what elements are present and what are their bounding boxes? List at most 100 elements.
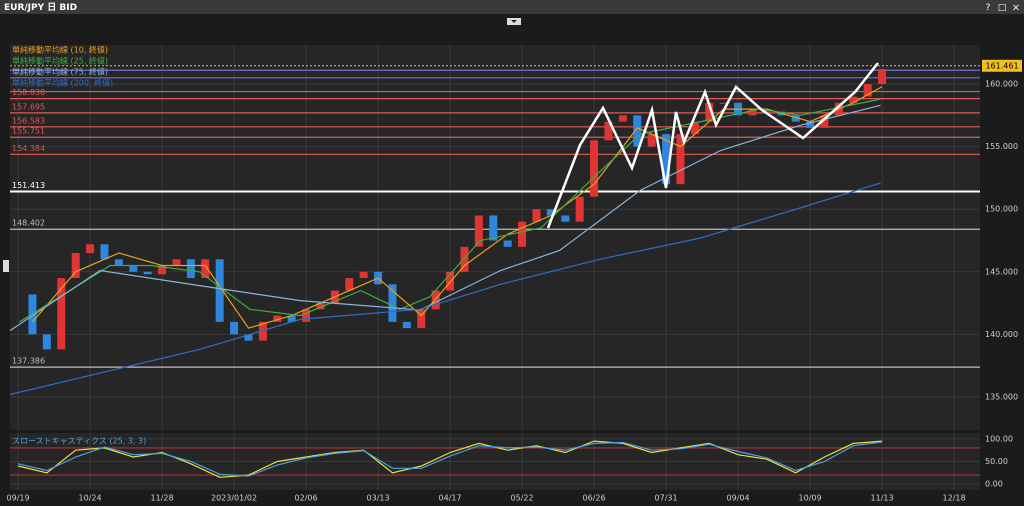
candle [431, 290, 440, 310]
x-tick-label: 12/18 [943, 494, 966, 503]
candle [806, 121, 815, 128]
candle [172, 259, 181, 266]
candle [86, 244, 95, 254]
indicator-line [17, 440, 883, 478]
candle [546, 209, 555, 216]
x-tick-label: 04/17 [439, 494, 462, 503]
candle [201, 259, 210, 279]
drawn-pattern-line [546, 62, 879, 229]
candle [590, 140, 599, 197]
current-price-label: 161.461 [985, 61, 1018, 70]
x-tick-label: 11/13 [871, 494, 894, 503]
candle [863, 84, 872, 97]
y-tick-label: 0.00 [985, 480, 1003, 489]
y-tick-label: 150.000 [985, 205, 1018, 214]
candle [114, 259, 123, 266]
candle [273, 315, 282, 322]
level-label: 157.695 [12, 102, 45, 111]
candle [532, 209, 541, 222]
candle [230, 321, 239, 335]
y-tick-label: 145.000 [985, 267, 1018, 276]
candle [878, 69, 887, 85]
candle [42, 334, 51, 350]
x-tick-label: 06/26 [583, 494, 606, 503]
candle [474, 215, 483, 247]
x-tick-label: 05/22 [511, 494, 534, 503]
candle [446, 271, 455, 291]
x-tick-label: 10/09 [799, 494, 822, 503]
level-label: 154.384 [12, 144, 45, 153]
window-title: EUR/JPY 日 BID [4, 2, 77, 13]
candle [71, 253, 80, 279]
candle [244, 334, 253, 341]
y-tick-label: 100.00 [985, 434, 1013, 443]
candle [158, 265, 167, 275]
side-handle[interactable] [3, 260, 9, 272]
indicator-line [32, 86, 883, 329]
candle [489, 215, 498, 241]
y-tick-label: 135.000 [985, 392, 1018, 401]
level-label: 137.386 [12, 357, 45, 366]
y-tick-label: 155.000 [985, 142, 1018, 151]
candle [820, 115, 829, 128]
label-layer: 09/19 10/24 11/28 2023/01/02 02/06 03/13 04/17… [7, 45, 1022, 503]
candle [705, 102, 714, 122]
candle [690, 121, 699, 135]
candle [302, 309, 311, 322]
candle [57, 278, 66, 350]
candle [748, 109, 757, 116]
candle [604, 121, 613, 141]
indicator-line [9, 182, 881, 396]
x-tick-label: 09/19 [7, 494, 30, 503]
candle [518, 221, 527, 247]
candle [258, 321, 267, 341]
x-tick-label: 10/24 [79, 494, 102, 503]
candle [345, 278, 354, 291]
candle [287, 315, 296, 322]
candle [143, 271, 152, 275]
level-label: 151.413 [12, 181, 45, 190]
candle [662, 134, 671, 185]
candle [676, 134, 685, 185]
candle [719, 102, 728, 104]
candle [575, 196, 584, 222]
candle [215, 259, 224, 322]
candle [849, 96, 858, 103]
candle [791, 115, 800, 122]
indicator-title: スローストキャスティクス (25, 3, 3) [12, 437, 146, 446]
candle [417, 309, 426, 329]
close-button[interactable]: × [1012, 3, 1020, 14]
legend-entry: 単純移動平均線 (10, 終値) [12, 45, 108, 55]
candle [100, 244, 109, 260]
x-tick-label: 2023/01/02 [211, 494, 257, 503]
maximize-button[interactable]: □ [998, 3, 1007, 13]
candle [561, 215, 570, 222]
candle [503, 240, 512, 247]
x-tick-label: 09/04 [727, 494, 750, 503]
level-label: 158.838 [12, 88, 45, 97]
legend-entry: 単純移動平均線 (200, 終値) [12, 78, 113, 88]
help-button[interactable]: ? [986, 3, 991, 13]
level-label: 156.583 [12, 116, 45, 125]
candle [316, 303, 325, 310]
indicator-line [9, 104, 881, 332]
x-tick-label: 07/31 [655, 494, 678, 503]
candle [633, 115, 642, 147]
y-tick-label: 160.000 [985, 80, 1018, 89]
x-tick-label: 11/28 [151, 494, 174, 503]
collapse-arrow [511, 20, 517, 23]
candle [618, 115, 627, 122]
candle [402, 321, 411, 329]
plot-layer [9, 45, 980, 490]
candle [460, 246, 469, 272]
title-bar [0, 0, 1024, 14]
candle [359, 271, 368, 279]
level-label: 148.402 [12, 219, 45, 228]
indicator-line [17, 441, 883, 477]
candle [647, 134, 656, 147]
y-tick-label: 140.000 [985, 330, 1018, 339]
candle [388, 284, 397, 322]
candle [186, 259, 195, 279]
current-price-tag [982, 59, 1022, 72]
